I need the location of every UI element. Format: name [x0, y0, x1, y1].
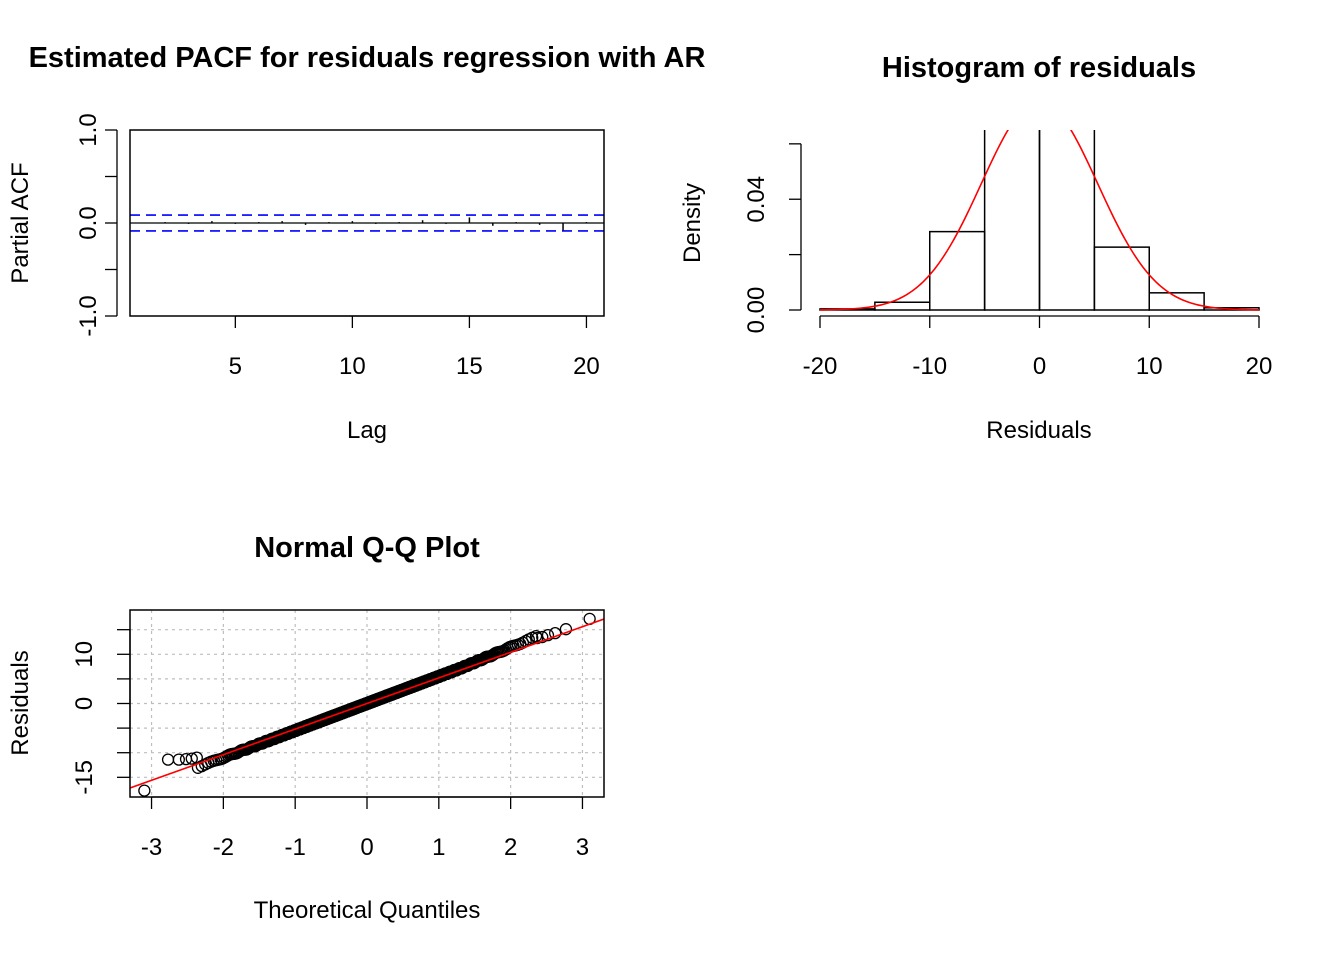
qq-y-tick-label: 0 — [71, 697, 98, 710]
qq-panel: Normal Q-Q Plot -3 -2 -1 0 1 2 3 -15 0 10 Theoret… — [7, 532, 605, 924]
pacf-xlabel: Lag — [347, 417, 387, 444]
qq-point — [185, 752, 198, 765]
pacf-y-tick-label: -1.0 — [75, 295, 102, 336]
histogram-bar — [1148, 292, 1205, 311]
qq-point — [559, 623, 573, 636]
histogram-bar — [1203, 307, 1260, 311]
qq-plot-box — [129, 609, 605, 798]
pacf-title: Estimated PACF for residuals regression … — [29, 42, 706, 74]
qq-point — [549, 626, 562, 640]
pacf-x-tick-label: 20 — [573, 353, 600, 380]
histogram-x-tick-label: -10 — [912, 353, 947, 380]
pacf-x-tick-label: 5 — [229, 353, 242, 380]
qq-xlabel: Theoretical Quantiles — [254, 897, 481, 924]
pacf-ylabel: Partial ACF — [7, 162, 34, 283]
qq-x-tick-label: 0 — [360, 834, 373, 861]
qq-reference-line — [130, 618, 604, 789]
qq-y-tick-label: -15 — [71, 760, 98, 795]
histogram-title: Histogram of residuals — [882, 52, 1196, 84]
histogram-bar — [1093, 246, 1150, 311]
pacf-x-tick-label: 10 — [339, 353, 366, 380]
qq-ylabel: Residuals — [7, 650, 34, 755]
histogram-x-tick-label: 10 — [1136, 353, 1163, 380]
qq-plot-area: -3 -2 -1 0 1 2 3 -15 0 10 — [71, 610, 604, 861]
qq-x-tick-label: 1 — [432, 834, 445, 861]
histogram-ylabel: Density — [679, 183, 706, 263]
qq-point — [138, 784, 151, 797]
qq-point — [541, 628, 555, 642]
histogram-bar — [1038, 130, 1096, 311]
histogram-x-tick-label: 20 — [1246, 353, 1273, 380]
histogram-x-tick-label: 0 — [1033, 353, 1046, 380]
histogram-bar — [983, 130, 1041, 311]
histogram-y-tick-label: 0.00 — [743, 287, 770, 334]
pacf-y-tick-label: 0.0 — [75, 206, 102, 239]
histogram-x-tick-label: -20 — [803, 353, 838, 380]
qq-x-tick-label: -2 — [213, 834, 234, 861]
qq-title: Normal Q-Q Plot — [254, 532, 480, 564]
histogram-plot-area: -20 -10 0 10 20 0.00 0.04 — [743, 130, 1273, 380]
qq-point — [172, 753, 185, 766]
pacf-x-tick-label: 15 — [456, 353, 483, 380]
qq-point — [536, 630, 549, 644]
qq-x-tick-label: 3 — [576, 834, 589, 861]
histogram-panel: Histogram of residuals -20 -10 0 10 20 0.00 0.… — [679, 52, 1272, 444]
histogram-xlabel: Residuals — [986, 417, 1091, 444]
qq-point — [529, 629, 543, 643]
pacf-plot-box — [129, 129, 605, 317]
histogram-bar — [929, 230, 986, 311]
qq-x-tick-label: -3 — [141, 834, 162, 861]
qq-point — [161, 753, 175, 766]
histogram-y-tick-label: 0.04 — [743, 176, 770, 223]
qq-point — [190, 751, 203, 764]
qq-x-tick-label: 2 — [504, 834, 517, 861]
qq-x-tick-label: -1 — [285, 834, 306, 861]
histogram-bar — [874, 301, 931, 311]
histogram-normal-curve — [819, 130, 1260, 311]
pacf-y-tick-label: 1.0 — [75, 113, 102, 146]
qq-y-tick-label: 10 — [71, 641, 98, 668]
pacf-plot-area: 5 10 15 20 -1.0 0.0 1.0 — [75, 113, 604, 380]
pacf-panel: Estimated PACF for residuals regression … — [7, 42, 705, 444]
